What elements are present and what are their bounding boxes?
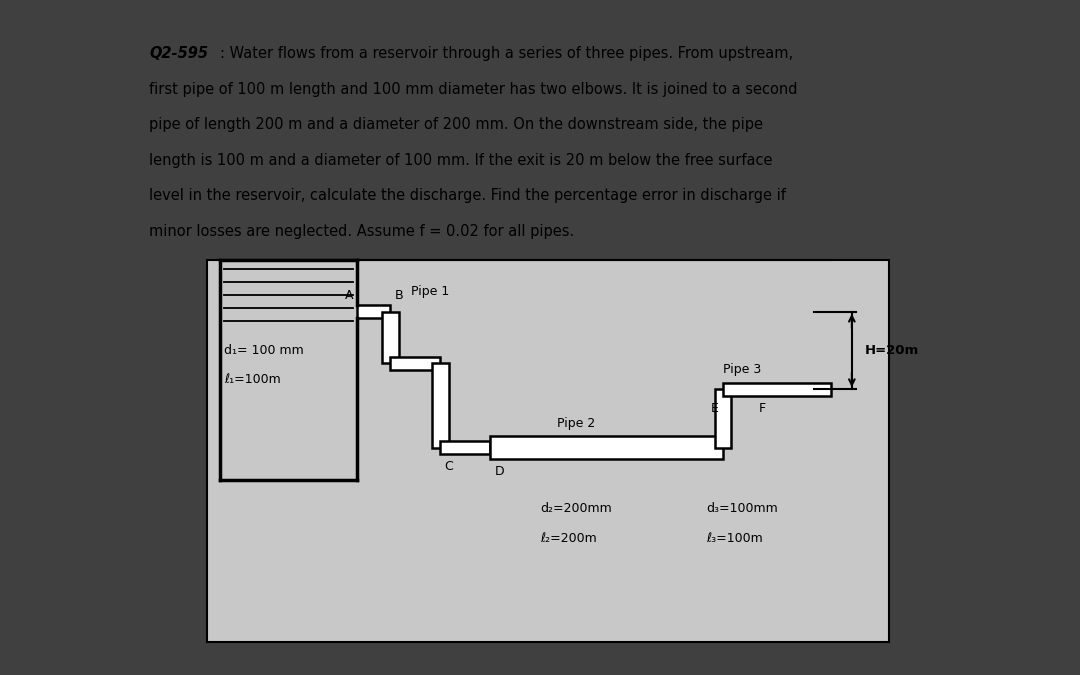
- Text: C: C: [444, 460, 454, 473]
- Bar: [723, 383, 832, 396]
- Text: pipe of length 200 m and a diameter of 200 mm. On the downstream side, the pipe: pipe of length 200 m and a diameter of 2…: [149, 117, 764, 132]
- Text: ℓ₂=200m: ℓ₂=200m: [540, 532, 597, 545]
- Text: F: F: [759, 402, 766, 415]
- Text: H=20m: H=20m: [864, 344, 919, 357]
- Bar: [390, 357, 441, 370]
- Text: Pipe 1: Pipe 1: [411, 286, 449, 298]
- Bar: [715, 389, 731, 448]
- Text: length is 100 m and a diameter of 100 mm. If the exit is 20 m below the free sur: length is 100 m and a diameter of 100 mm…: [149, 153, 772, 168]
- Bar: [207, 260, 889, 642]
- Bar: [382, 312, 399, 363]
- Text: E: E: [711, 402, 719, 415]
- Bar: [490, 436, 723, 459]
- Text: Pipe 2: Pipe 2: [556, 416, 595, 429]
- Text: B: B: [394, 289, 403, 302]
- Text: ℓ₁=100m: ℓ₁=100m: [224, 373, 281, 386]
- Text: Pipe 3: Pipe 3: [723, 363, 761, 376]
- Text: Q2-595: Q2-595: [149, 46, 208, 61]
- Text: minor losses are neglected. Assume f = 0.02 for all pipes.: minor losses are neglected. Assume f = 0…: [149, 224, 575, 239]
- Text: A: A: [345, 289, 353, 302]
- Text: d₃=100mm: d₃=100mm: [706, 502, 778, 516]
- Text: d₁= 100 mm: d₁= 100 mm: [224, 344, 303, 356]
- Text: ℓ₃=100m: ℓ₃=100m: [706, 532, 764, 545]
- Text: : Water flows from a reservoir through a series of three pipes. From upstream,: : Water flows from a reservoir through a…: [220, 46, 793, 61]
- Text: d₂=200mm: d₂=200mm: [540, 502, 611, 516]
- Bar: [441, 441, 490, 454]
- Text: first pipe of 100 m length and 100 mm diameter has two elbows. It is joined to a: first pipe of 100 m length and 100 mm di…: [149, 82, 798, 97]
- Text: level in the reservoir, calculate the discharge. Find the percentage error in di: level in the reservoir, calculate the di…: [149, 188, 786, 203]
- Bar: [432, 363, 448, 448]
- Text: D: D: [495, 465, 504, 478]
- Bar: [357, 305, 390, 318]
